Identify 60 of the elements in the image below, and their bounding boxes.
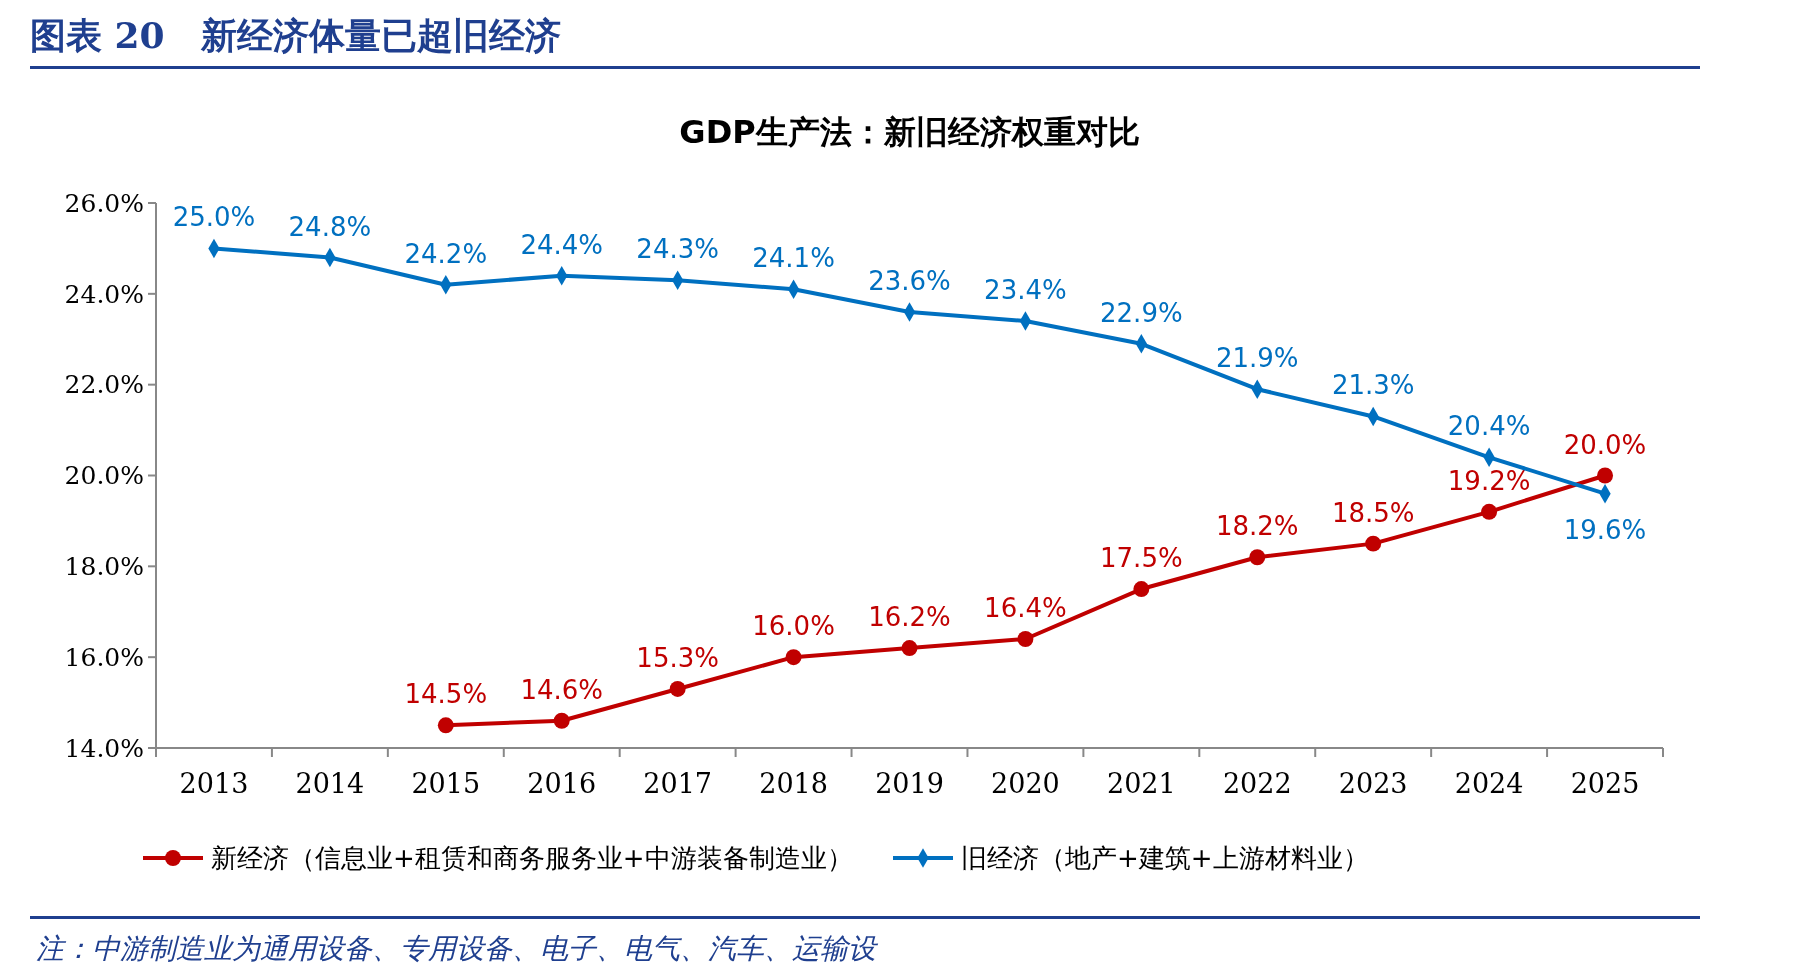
data-label: 24.4% (520, 229, 604, 260)
x-tick-label: 2013 (179, 768, 249, 799)
chart-subtitle: GDP生产法：新旧经济权重对比 (679, 113, 1140, 151)
data-label: 24.2% (404, 238, 488, 269)
x-tick-label: 2025 (1570, 768, 1640, 799)
data-label: 14.5% (404, 679, 488, 710)
y-tick-label: 24.0% (64, 279, 144, 309)
point (1597, 467, 1614, 484)
data-label: 14.6% (520, 674, 604, 705)
data-label: 19.6% (1563, 514, 1647, 545)
data-label: 15.3% (636, 642, 719, 673)
point (669, 681, 686, 697)
x-tick-label: 2020 (991, 768, 1060, 799)
point (1365, 535, 1382, 552)
data-label: 23.6% (868, 266, 951, 296)
x-tick-label: 2024 (1454, 768, 1524, 799)
y-tick-label: 22.0% (64, 370, 144, 400)
y-tick-label: 16.0% (64, 642, 144, 672)
data-label: 16.2% (868, 602, 951, 633)
point (1481, 503, 1498, 520)
data-label: 21.9% (1215, 343, 1299, 374)
x-tick-label: 2016 (527, 768, 597, 799)
data-label: 22.9% (1100, 297, 1183, 328)
data-label: 23.4% (984, 275, 1067, 306)
x-tick-label: 2019 (875, 768, 944, 799)
data-label: 16.0% (752, 611, 835, 642)
x-tick-label: 2015 (411, 768, 481, 799)
data-label: 25.0% (172, 202, 256, 233)
legend-label: 新经济（信息业+租赁和商务服务业+中游装备制造业） (211, 843, 853, 874)
y-tick-label: 14.0% (64, 733, 144, 763)
data-label: 19.2% (1447, 465, 1531, 496)
point (1017, 631, 1034, 647)
y-tick-label: 20.0% (64, 461, 144, 491)
chart-title: 图表 20 新经济体量已超旧经济 (30, 14, 561, 56)
x-tick-label: 2021 (1106, 768, 1176, 799)
data-label: 20.0% (1563, 429, 1647, 460)
point (553, 712, 570, 729)
data-label: 16.4% (984, 593, 1067, 623)
data-label: 24.8% (288, 211, 372, 242)
point (785, 649, 802, 666)
legend-label: 旧经济（地产+建筑+上游材料业） (961, 843, 1369, 874)
y-tick-label: 26.0% (64, 188, 144, 218)
data-label: 24.1% (752, 243, 835, 274)
x-tick-label: 2014 (295, 768, 365, 799)
x-tick-label: 2018 (759, 768, 828, 799)
data-label: 21.3% (1331, 370, 1415, 401)
x-tick-label: 2022 (1222, 768, 1292, 799)
data-label: 18.2% (1215, 511, 1299, 542)
data-label: 24.3% (636, 234, 719, 265)
data-label: 20.4% (1447, 411, 1531, 442)
data-label: 17.5% (1100, 543, 1183, 574)
y-tick-label: 18.0% (64, 552, 144, 582)
x-tick-label: 2023 (1338, 768, 1408, 799)
point (1133, 581, 1150, 597)
data-label: 18.5% (1331, 497, 1415, 528)
text: 注：中游制造业为通用设备、专用设备、电子、电气、汽车、运输设 (36, 932, 879, 965)
x-tick-label: 2017 (643, 768, 713, 799)
point (1249, 549, 1266, 566)
point (901, 640, 918, 657)
point (437, 717, 454, 734)
